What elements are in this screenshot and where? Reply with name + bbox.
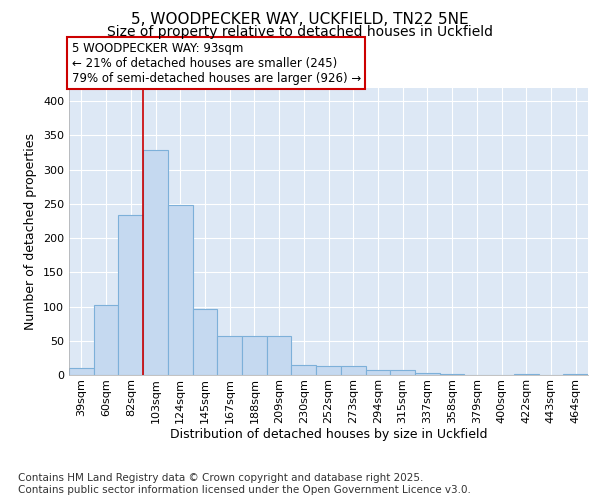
Text: 5, WOODPECKER WAY, UCKFIELD, TN22 5NE: 5, WOODPECKER WAY, UCKFIELD, TN22 5NE <box>131 12 469 28</box>
Bar <box>118 215 143 375</box>
Bar <box>69 368 94 375</box>
Bar <box>168 205 193 375</box>
Bar <box>563 374 588 375</box>
X-axis label: Distribution of detached houses by size in Uckfield: Distribution of detached houses by size … <box>170 428 487 442</box>
Bar <box>440 374 464 375</box>
Bar <box>94 305 118 375</box>
Bar <box>514 374 539 375</box>
Bar <box>143 150 168 375</box>
Bar <box>267 336 292 375</box>
Bar <box>341 366 365 375</box>
Text: 5 WOODPECKER WAY: 93sqm
← 21% of detached houses are smaller (245)
79% of semi-d: 5 WOODPECKER WAY: 93sqm ← 21% of detache… <box>71 42 361 84</box>
Bar <box>217 336 242 375</box>
Bar <box>292 364 316 375</box>
Text: Contains HM Land Registry data © Crown copyright and database right 2025.
Contai: Contains HM Land Registry data © Crown c… <box>18 474 471 495</box>
Bar <box>390 370 415 375</box>
Bar <box>365 370 390 375</box>
Text: Size of property relative to detached houses in Uckfield: Size of property relative to detached ho… <box>107 25 493 39</box>
Bar <box>415 373 440 375</box>
Bar <box>242 336 267 375</box>
Y-axis label: Number of detached properties: Number of detached properties <box>25 132 37 330</box>
Bar <box>193 310 217 375</box>
Bar <box>316 366 341 375</box>
